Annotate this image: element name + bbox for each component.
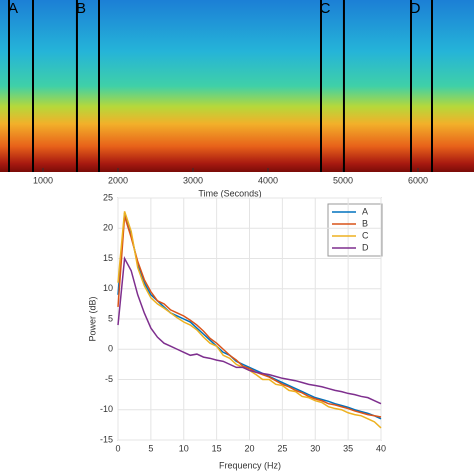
y-tick-label: -5 [105, 374, 113, 384]
y-tick-label: -10 [100, 404, 113, 414]
series-line [117, 212, 382, 420]
x-tick-label: 25 [277, 443, 287, 453]
marker-label: D [410, 0, 421, 17]
x-tick-label: 4000 [258, 175, 278, 185]
x-tick-label: 20 [244, 443, 254, 453]
series-line [117, 255, 382, 405]
legend-label: C [362, 230, 369, 240]
x-tick-label: 6000 [408, 175, 428, 185]
y-axis-label: Power (dB) [87, 296, 97, 341]
y-tick-label: -15 [100, 434, 113, 444]
marker-label: C [320, 0, 331, 17]
marker-label: A [8, 0, 18, 17]
y-tick-label: 5 [108, 313, 113, 323]
x-tick-label: 3000 [183, 175, 203, 185]
x-tick-label: 35 [343, 443, 353, 453]
x-tick-label: 5 [148, 443, 153, 453]
y-tick-label: 15 [103, 253, 113, 263]
legend-label: A [362, 206, 368, 216]
y-tick-label: 25 [103, 192, 113, 202]
y-tick-label: 0 [108, 344, 113, 354]
marker-label: B [76, 0, 86, 17]
x-tick-label: 40 [376, 443, 386, 453]
x-axis-label: Time (Seconds) [198, 188, 261, 198]
x-tick-label: 30 [310, 443, 320, 453]
y-tick-label: 20 [103, 223, 113, 233]
x-tick-label: 15 [212, 443, 222, 453]
x-tick-label: 10 [179, 443, 189, 453]
spectrogram-image [0, 0, 474, 172]
x-tick-label: 5000 [333, 175, 353, 185]
x-axis-label: Frequency (Hz) [219, 460, 281, 470]
x-tick-label: 0 [115, 443, 120, 453]
series-line [117, 215, 382, 418]
x-tick-label: 2000 [108, 175, 128, 185]
x-tick-label: 1000 [33, 175, 53, 185]
legend-label: B [362, 218, 368, 228]
y-tick-label: 10 [103, 283, 113, 293]
legend-label: D [362, 242, 369, 252]
